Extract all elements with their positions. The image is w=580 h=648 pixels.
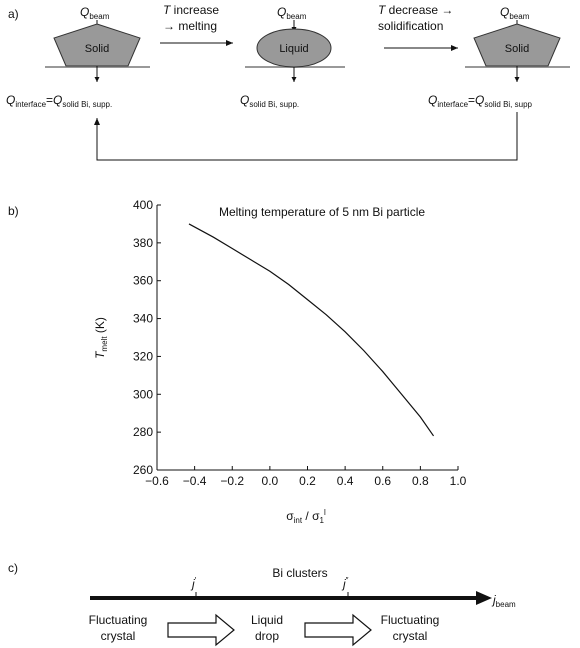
step-text: T increase [163,3,219,17]
block-arrow [167,613,235,647]
y-tick-label: 400 [133,198,153,212]
y-tick-label: 360 [133,274,153,288]
title: Bi clusters [272,566,327,580]
block-arrow [304,613,372,647]
x-tick-label: 0.0 [262,474,279,488]
q-balance: Qinterface=Qsolid Bi, supp. [6,93,112,109]
x-tick-label: 0.2 [299,474,316,488]
state-label: Solid [505,43,529,55]
panel-a: a) Qbeam Solid Qinterface=Qsolid Bi, sup… [6,3,570,161]
state: drop [255,629,279,643]
panel-b: b) Melting temperature of 5 nm Bi partic… [8,198,467,525]
panel-label: b) [8,204,19,218]
state-label: Solid [85,43,109,55]
y-tick-label: 260 [133,463,153,477]
y-tick-label: 280 [133,425,153,439]
x-tick-label: −0.6 [145,474,169,488]
y-tick-label: 300 [133,387,153,401]
threshold: j″ [341,576,349,591]
x-tick-label: −0.2 [220,474,244,488]
x-tick-label: 1.0 [450,474,467,488]
x-axis-label: σint / σ1l [286,508,326,525]
y-axis-label: Tmelt (K) [93,317,109,359]
threshold: j′ [190,576,197,591]
state: Fluctuating [381,613,440,627]
x-tick-label: 0.4 [337,474,354,488]
step-text: → melting [163,19,217,33]
state: Fluctuating [89,613,148,627]
feedback-arrow [94,112,518,161]
state: crystal [101,629,136,643]
chart-title: Melting temperature of 5 nm Bi particle [219,205,425,219]
panel-label: c) [8,561,18,575]
x-tick-label: 0.6 [374,474,391,488]
q-beam: Qbeam [500,5,530,21]
x-tick-label: 0.8 [412,474,429,488]
y-tick-label: 320 [133,349,153,363]
panel-c: c) Bi clusters j′ j″ jbeam Fluctuating c… [8,561,516,647]
axis-label: jbeam [491,593,516,609]
q-beam: Qbeam [277,5,307,21]
y-tick-label: 340 [133,312,153,326]
data-line [188,223,435,437]
y-tick-label: 380 [133,236,153,250]
axis-head [476,591,492,605]
state: Liquid [251,613,283,627]
step-text: solidification [378,19,443,33]
q-balance: Qinterface=Qsolid Bi, supp [428,93,533,109]
panel-label: a) [8,7,19,21]
q-beam: Qbeam [80,5,110,21]
state-label: Liquid [279,43,308,55]
step-text: T decrease → [378,3,453,17]
state: crystal [393,629,428,643]
q-out: Qsolid Bi, supp. [240,93,299,109]
x-tick-label: −0.4 [183,474,207,488]
